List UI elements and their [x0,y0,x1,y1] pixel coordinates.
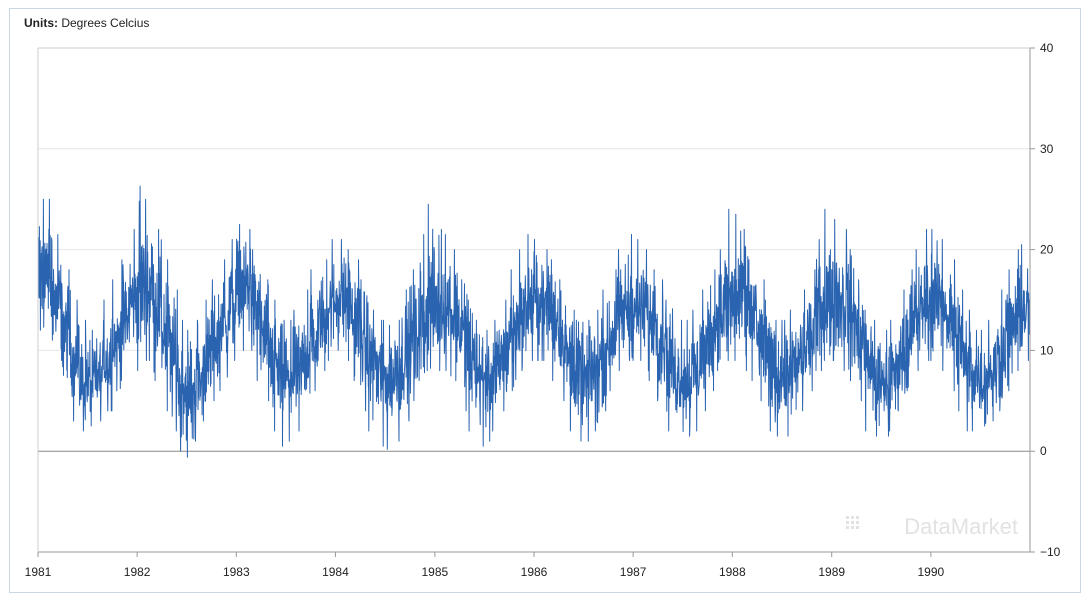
x-tick-label: 1986 [521,565,548,579]
x-tick-labels: 1981 1982 1983 1984 1985 1986 1987 1988 1989 1990 [25,565,945,579]
x-tick-label: 1981 [25,565,52,579]
y-tick-label: 30 [1040,142,1054,156]
series-group [37,185,1031,458]
datamarket-watermark: DataMarket [904,514,1018,539]
x-tick-label: 1990 [918,565,945,579]
x-tick-label: 1983 [223,565,250,579]
axes [37,47,1035,557]
y-tick-label: −10 [1040,545,1061,559]
y-tick-label: 10 [1040,343,1054,357]
datamarket-logo-icon [846,516,859,529]
x-tick-label: 1982 [124,565,151,579]
y-tick-label: 40 [1040,41,1054,55]
units-label: Units: [24,16,58,30]
y-tick-labels: 40 30 20 10 0 −10 [1040,41,1061,559]
x-tick-label: 1984 [322,565,349,579]
x-tick-label: 1985 [422,565,449,579]
units-caption: Units: Degrees Celcius [24,16,149,30]
x-tick-label: 1989 [818,565,845,579]
units-value: Degrees Celcius [61,16,150,30]
x-tick-label: 1988 [719,565,746,579]
x-tick-label: 1987 [620,565,647,579]
temperature-series-line [37,185,1031,458]
y-tick-label: 0 [1040,444,1047,458]
y-tick-label: 20 [1040,243,1054,257]
